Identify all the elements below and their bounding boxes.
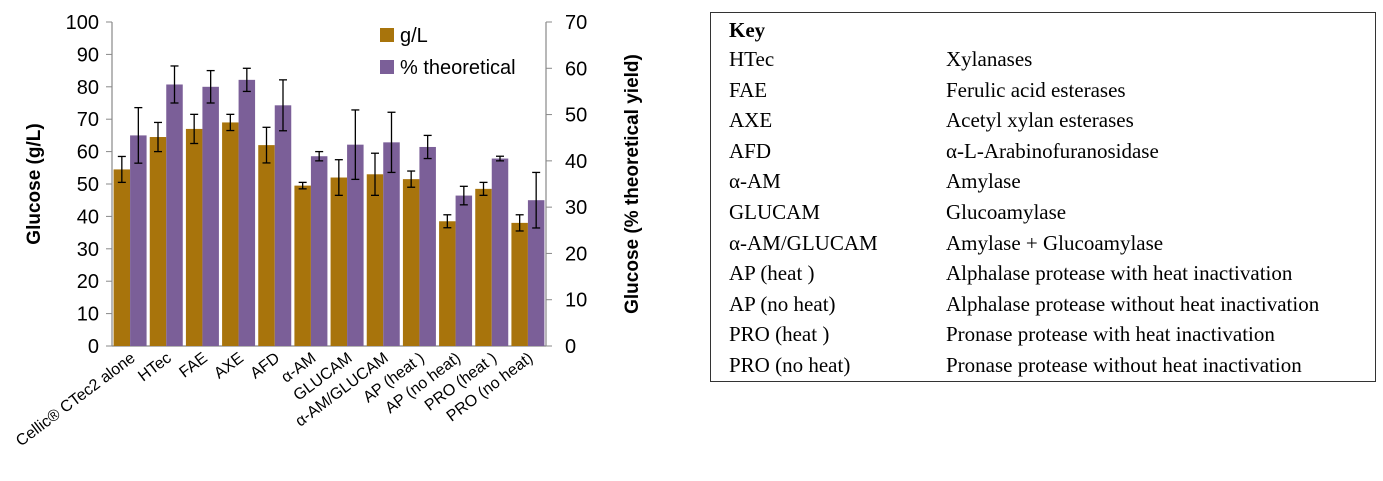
category-label: AFD <box>247 350 283 383</box>
bar-percent-theoretical <box>130 135 147 346</box>
category-label: HTec <box>135 350 174 386</box>
key-description: Pronase protease with heat inactivation <box>946 322 1275 347</box>
y-axis-title: Glucose (g/L) <box>24 123 45 244</box>
bar-g-per-l <box>222 122 239 346</box>
key-code: AFD <box>729 138 772 163</box>
legend-swatch <box>380 28 394 42</box>
left-tick-label: 100 <box>66 12 99 34</box>
category-label: FAE <box>176 350 210 382</box>
bar-g-per-l <box>402 179 420 346</box>
key-code: PRO (heat ) <box>729 322 830 347</box>
key-description: Glucoamylase <box>946 200 1067 224</box>
category-label: Cellic® CTec2 alone <box>13 350 139 450</box>
right-tick-label: 60 <box>565 58 587 80</box>
legend-label: % theoretical <box>400 57 516 79</box>
key-code: AXE <box>729 108 773 133</box>
key-description: Pronase protease without heat inactivati… <box>946 353 1302 377</box>
left-tick-label: 70 <box>77 109 99 131</box>
right-tick-label: 30 <box>565 197 587 219</box>
key-description: Acetyl xylan esterases <box>946 108 1134 133</box>
left-tick-label: 80 <box>77 77 99 99</box>
key-row: AXE Acetyl xylan esterases <box>729 108 1369 134</box>
key-row: GLUCAM Glucoamylase <box>729 200 1369 226</box>
bar-g-per-l <box>113 169 131 346</box>
key-row: α-AM/GLUCAM Amylase + Glucoamylase <box>729 231 1369 257</box>
key-row: FAE Ferulic acid esterases <box>729 78 1369 104</box>
left-tick-label: 20 <box>77 271 99 293</box>
legend-label: g/L <box>400 25 428 47</box>
key-code: α-AM/GLUCAM <box>729 230 878 255</box>
left-tick-label: 10 <box>77 304 99 326</box>
right-tick-label: 40 <box>565 151 587 173</box>
bar-g-per-l <box>330 177 348 346</box>
key-row: AFD α-L-Arabinofuranosidase <box>729 139 1369 165</box>
key-code: α-AM <box>729 169 781 194</box>
key-row: α-AM Amylase <box>729 169 1369 195</box>
bar-percent-theoretical <box>310 156 328 346</box>
left-tick-label: 0 <box>88 336 99 358</box>
right-tick-label: 20 <box>565 243 587 265</box>
key-description: Amylase <box>946 169 1021 194</box>
bar-percent-theoretical <box>383 142 400 346</box>
glucose-chart: 0 10 20 30 40 50 60 70 80 90 100 0 10 20 30 40 50 60 70 Glu… <box>13 12 643 450</box>
key-description: Ferulic acid esterases <box>946 77 1126 102</box>
key-code: HTec <box>729 47 775 71</box>
bar-percent-theoretical <box>166 84 183 346</box>
right-tick-label: 0 <box>565 336 576 358</box>
key-row: PRO (heat ) Pronase protease with heat in… <box>729 322 1369 348</box>
bar-percent-theoretical <box>202 86 219 347</box>
key-row: HTec Xylanases <box>729 47 1369 73</box>
bar-g-per-l <box>294 185 311 346</box>
key-title: Key <box>729 18 766 42</box>
bar-g-per-l <box>366 174 384 346</box>
bar-percent-theoretical <box>238 79 256 346</box>
bar-g-per-l <box>439 221 456 346</box>
right-tick-label: 10 <box>565 290 587 312</box>
left-tick-label: 40 <box>77 206 99 228</box>
key-description: Alphalase protease with heat inactivatio… <box>946 261 1293 286</box>
key-description: Xylanases <box>946 47 1033 71</box>
left-tick-label: 50 <box>77 174 99 196</box>
left-tick-label: 30 <box>77 239 99 261</box>
left-tick-label: 90 <box>77 44 99 66</box>
key-code: AP (no heat) <box>729 291 836 316</box>
key-code: AP (heat ) <box>729 261 815 286</box>
key-table: Key HTec Xylanases FAE Ferulic acid esteras… <box>710 12 1376 382</box>
category-label: AXE <box>211 350 247 383</box>
right-tick-label: 50 <box>565 105 587 127</box>
key-code: PRO (no heat) <box>729 353 851 377</box>
bar-g-per-l <box>149 137 167 346</box>
y-axis-right-title: Glucose (% theoretical yield) <box>622 54 643 314</box>
key-code: GLUCAM <box>729 200 821 224</box>
bar-percent-theoretical <box>419 146 436 346</box>
key-row: AP (heat ) Alphalase protease with heat i… <box>729 261 1369 287</box>
key-description: Amylase + Glucoamylase <box>946 230 1164 255</box>
right-tick-label: 70 <box>565 12 587 34</box>
bar-g-per-l <box>511 222 528 346</box>
bar-percent-theoretical <box>347 144 364 346</box>
key-row: PRO (no heat) Pronase protease without he… <box>729 353 1369 379</box>
left-tick-label: 60 <box>77 142 99 164</box>
key-code: FAE <box>729 77 768 102</box>
bar-g-per-l <box>185 128 203 346</box>
legend-swatch <box>380 60 394 74</box>
bar-percent-theoretical <box>491 158 509 346</box>
key-description: Alphalase protease without heat inactiva… <box>946 291 1320 316</box>
key-row: AP (no heat) Alphalase protease without h… <box>729 292 1369 318</box>
key-description: α-L-Arabinofuranosidase <box>946 138 1159 163</box>
bar-percent-theoretical <box>274 105 292 346</box>
bar-g-per-l <box>475 188 492 346</box>
bar-g-per-l <box>258 145 275 346</box>
bar-percent-theoretical <box>527 200 545 346</box>
bar-percent-theoretical <box>455 195 473 346</box>
